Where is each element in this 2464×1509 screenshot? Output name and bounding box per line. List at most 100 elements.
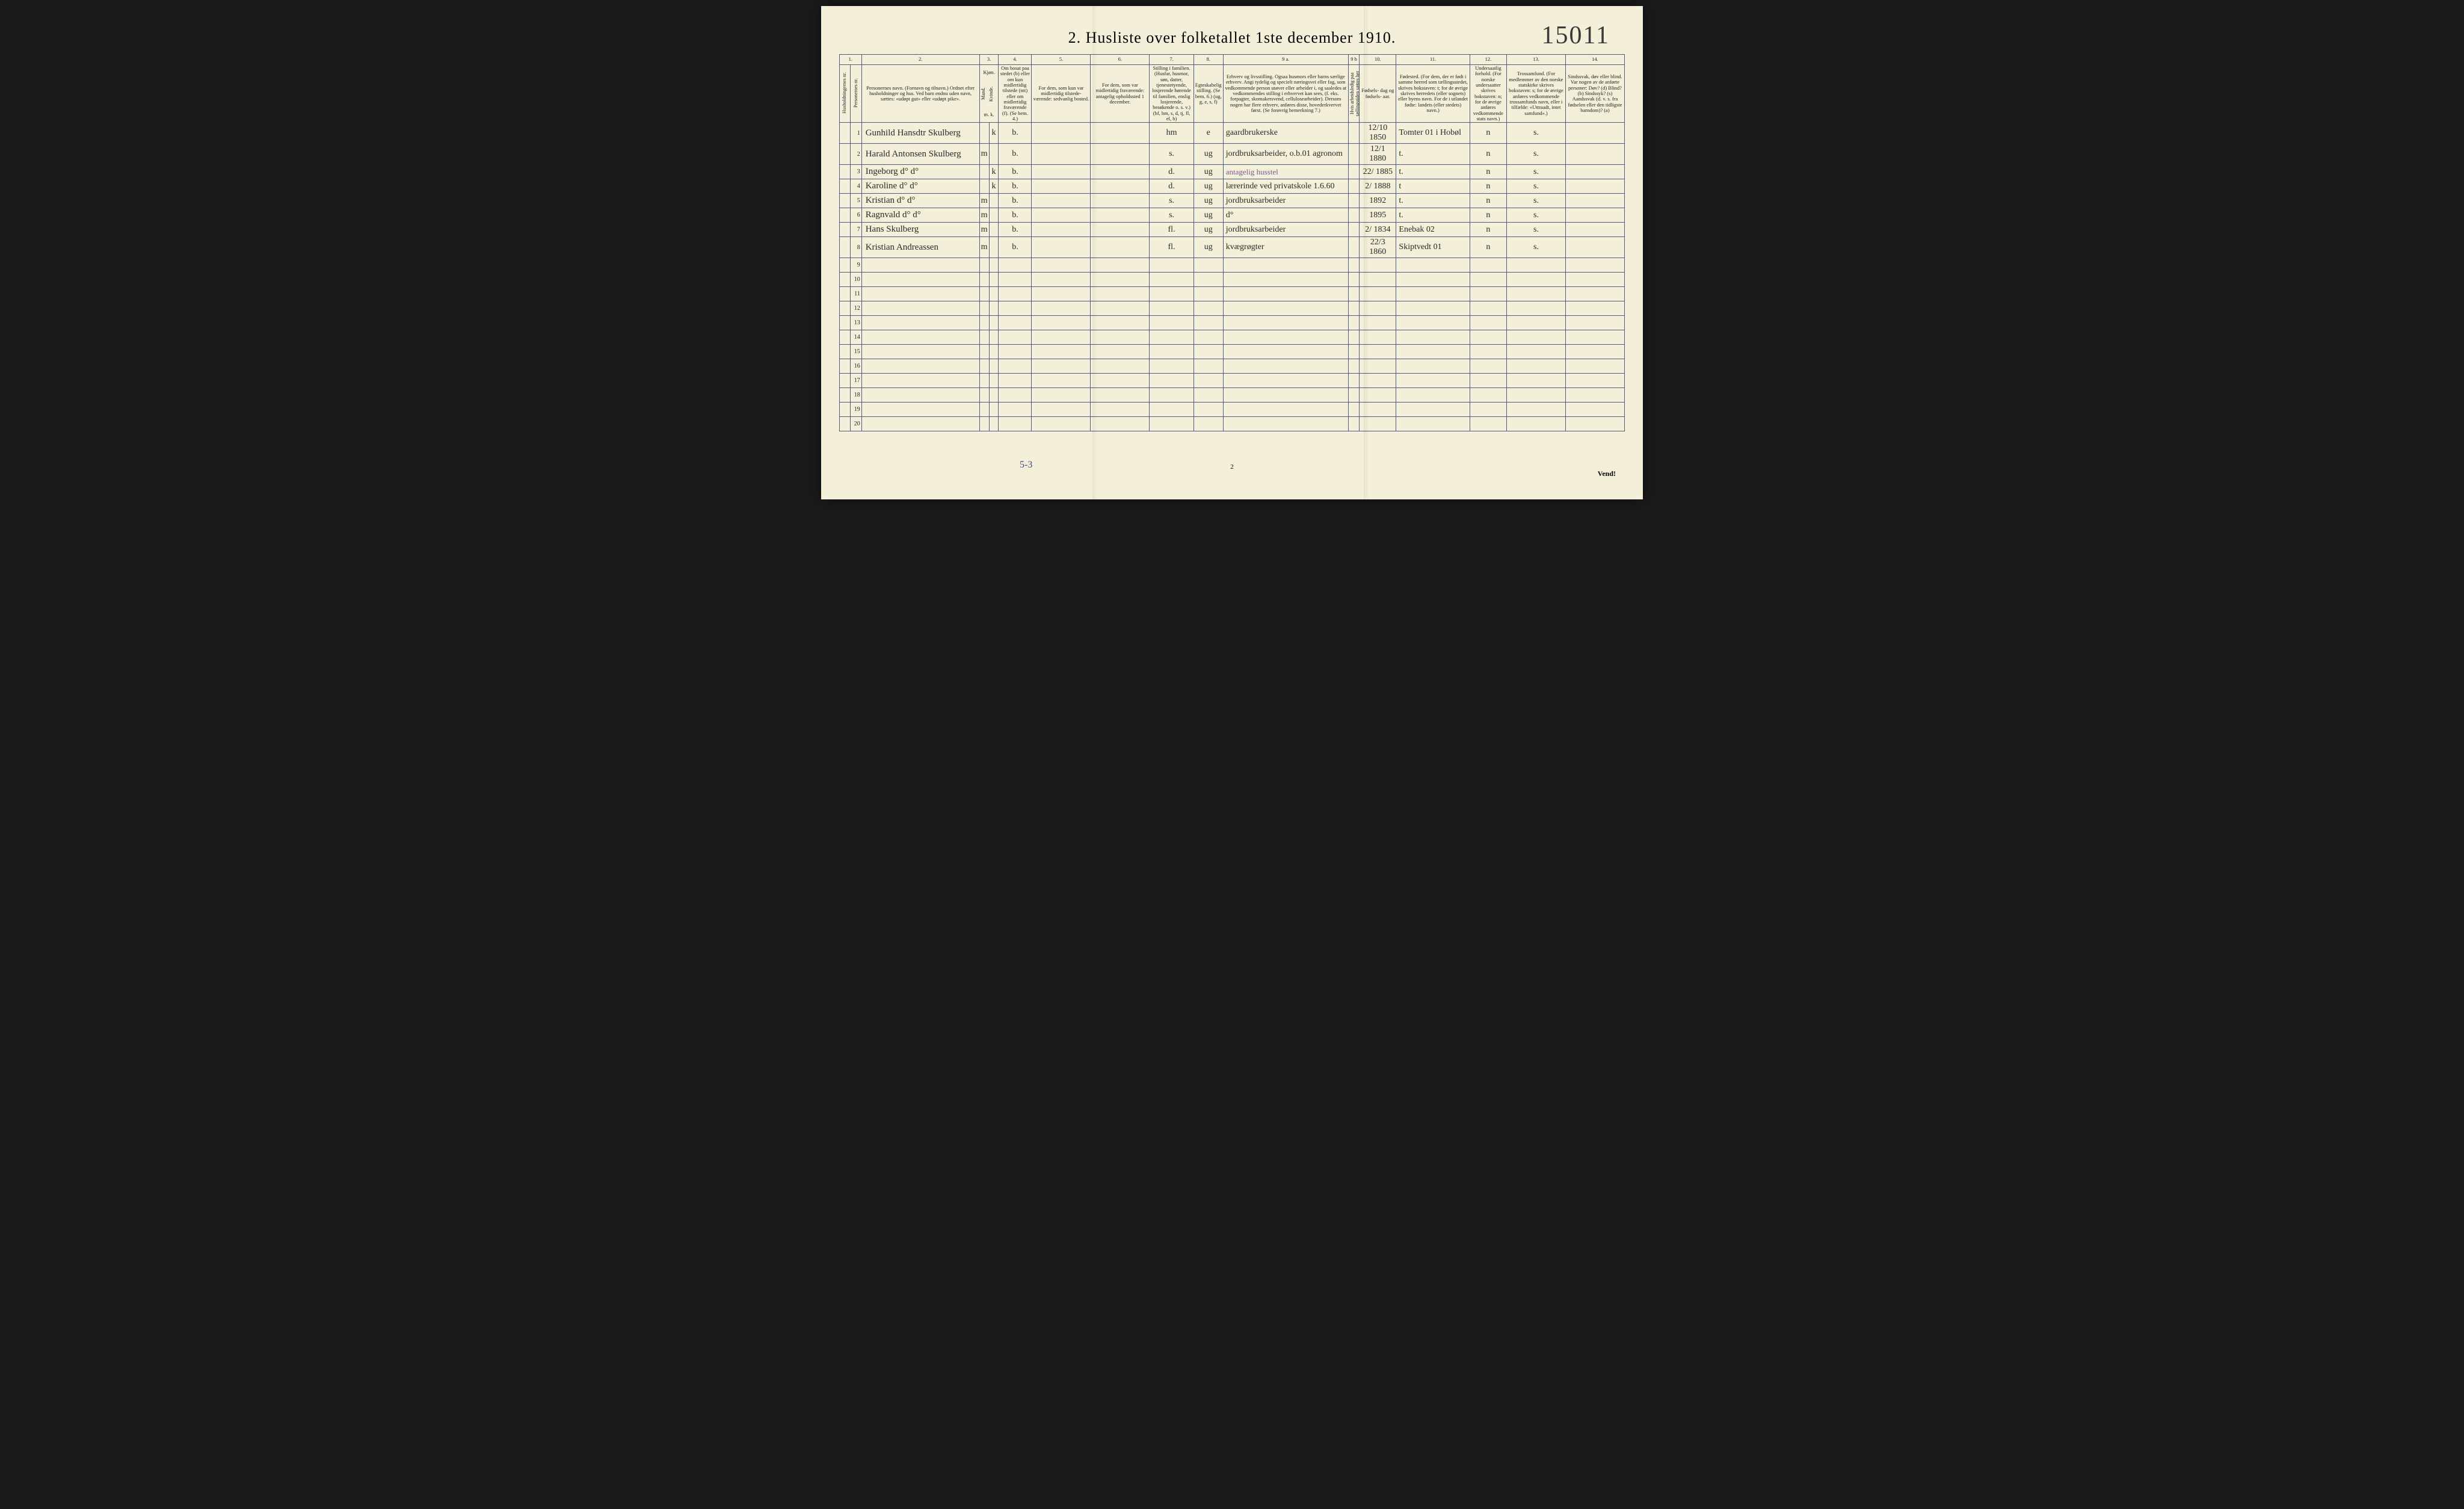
cell (1470, 417, 1506, 431)
cell (1470, 374, 1506, 388)
cell (861, 388, 979, 403)
cell: 22/3 1860 (1360, 237, 1396, 258)
table-row: 13 (840, 316, 1625, 330)
cell: 15 (851, 345, 861, 359)
hdr-kvinde: Kvinde. (989, 76, 997, 112)
cell (1360, 258, 1396, 273)
cell (861, 359, 979, 374)
cell (1507, 330, 1566, 345)
table-row: 1Gunhild Hansdtr Skulbergkb.hmegaardbruk… (840, 123, 1625, 144)
cell (999, 388, 1032, 403)
cell (1032, 287, 1091, 301)
cell (1032, 273, 1091, 287)
cell (1091, 179, 1150, 194)
cell (989, 417, 999, 431)
cell: 8 (851, 237, 861, 258)
table-row: 17 (840, 374, 1625, 388)
cell: 18 (851, 388, 861, 403)
cell: n (1470, 165, 1506, 179)
cell: ug (1194, 165, 1223, 179)
cell: fl. (1150, 237, 1194, 258)
cell (840, 179, 851, 194)
cell (1194, 403, 1223, 417)
cell (1396, 330, 1470, 345)
cell (840, 165, 851, 179)
cell (1565, 330, 1624, 345)
hdr-husholdning: Husholdningernes nr. (840, 65, 851, 123)
cell: 7 (851, 223, 861, 237)
cell (840, 144, 851, 165)
cell (1091, 123, 1150, 144)
hdr-stilling-familie: Stilling i familien. (Husfar, husmor, sø… (1150, 65, 1194, 123)
cell (1396, 301, 1470, 316)
cell (1091, 403, 1150, 417)
colnum-5: 5. (1032, 55, 1091, 65)
cell (1565, 258, 1624, 273)
cell (1194, 258, 1223, 273)
cell (979, 330, 989, 345)
table-row: 4Karoline d° d°kb.d.uglærerinde ved priv… (840, 179, 1625, 194)
cell (840, 403, 851, 417)
cell (1396, 359, 1470, 374)
cell (979, 417, 989, 431)
cell (989, 330, 999, 345)
cell: Gunhild Hansdtr Skulberg (861, 123, 979, 144)
cell (989, 287, 999, 301)
cell: jordbruksarbeider (1223, 223, 1348, 237)
colnum-7: 7. (1150, 55, 1194, 65)
cell (1223, 388, 1348, 403)
cell (861, 258, 979, 273)
table-row: 5Kristian d° d°mb.s.ugjordbruksarbeider … (840, 194, 1625, 208)
cell (1565, 194, 1624, 208)
cell: Harald Antonsen Skulberg (861, 144, 979, 165)
cell: k (989, 123, 999, 144)
table-row: 6Ragnvald d° d°mb.s.ug d° 1895t.ns. (840, 208, 1625, 223)
cell (1091, 194, 1150, 208)
cell (989, 194, 999, 208)
cell (1470, 273, 1506, 287)
cell (1348, 301, 1359, 316)
table-body: 1Gunhild Hansdtr Skulbergkb.hmegaardbruk… (840, 123, 1625, 431)
cell (1194, 301, 1223, 316)
hdr-mand: Mand. (981, 76, 989, 112)
cell (1565, 374, 1624, 388)
cell (1565, 179, 1624, 194)
hdr-bosat: Om bosat paa stedet (b) eller om kun mid… (999, 65, 1032, 123)
cell (999, 330, 1032, 345)
cell (1223, 273, 1348, 287)
cell: ug (1194, 208, 1223, 223)
cell (989, 237, 999, 258)
cell (1348, 417, 1359, 431)
cell: 2/ 1834 (1360, 223, 1396, 237)
cell (999, 345, 1032, 359)
cell (1091, 345, 1150, 359)
cell (1194, 417, 1223, 431)
cell (999, 258, 1032, 273)
colnum-9b: 9 b (1348, 55, 1359, 65)
cell: n (1470, 179, 1506, 194)
cell: t. (1396, 208, 1470, 223)
footer-page: 2 (1230, 463, 1234, 471)
cell (1470, 330, 1506, 345)
cell (1565, 316, 1624, 330)
hdr-sindssvak: Sindssvak, døv eller blind. Var nogen av… (1565, 65, 1624, 123)
cell (1507, 374, 1566, 388)
colnum-13: 13. (1507, 55, 1566, 65)
cell (979, 273, 989, 287)
cell (999, 273, 1032, 287)
cell (1396, 273, 1470, 287)
cell (1032, 165, 1091, 179)
cell (861, 330, 979, 345)
cell (989, 388, 999, 403)
colnum-10: 10. (1360, 55, 1396, 65)
cell: m (979, 223, 989, 237)
cell (979, 359, 989, 374)
cell: gaardbrukerske (1223, 123, 1348, 144)
cell (1032, 123, 1091, 144)
cell: 1 (851, 123, 861, 144)
cell: 2/ 1888 (1360, 179, 1396, 194)
cell (1091, 273, 1150, 287)
footer-vend: Vend! (1598, 469, 1616, 478)
cell (1194, 287, 1223, 301)
cell (1348, 144, 1359, 165)
